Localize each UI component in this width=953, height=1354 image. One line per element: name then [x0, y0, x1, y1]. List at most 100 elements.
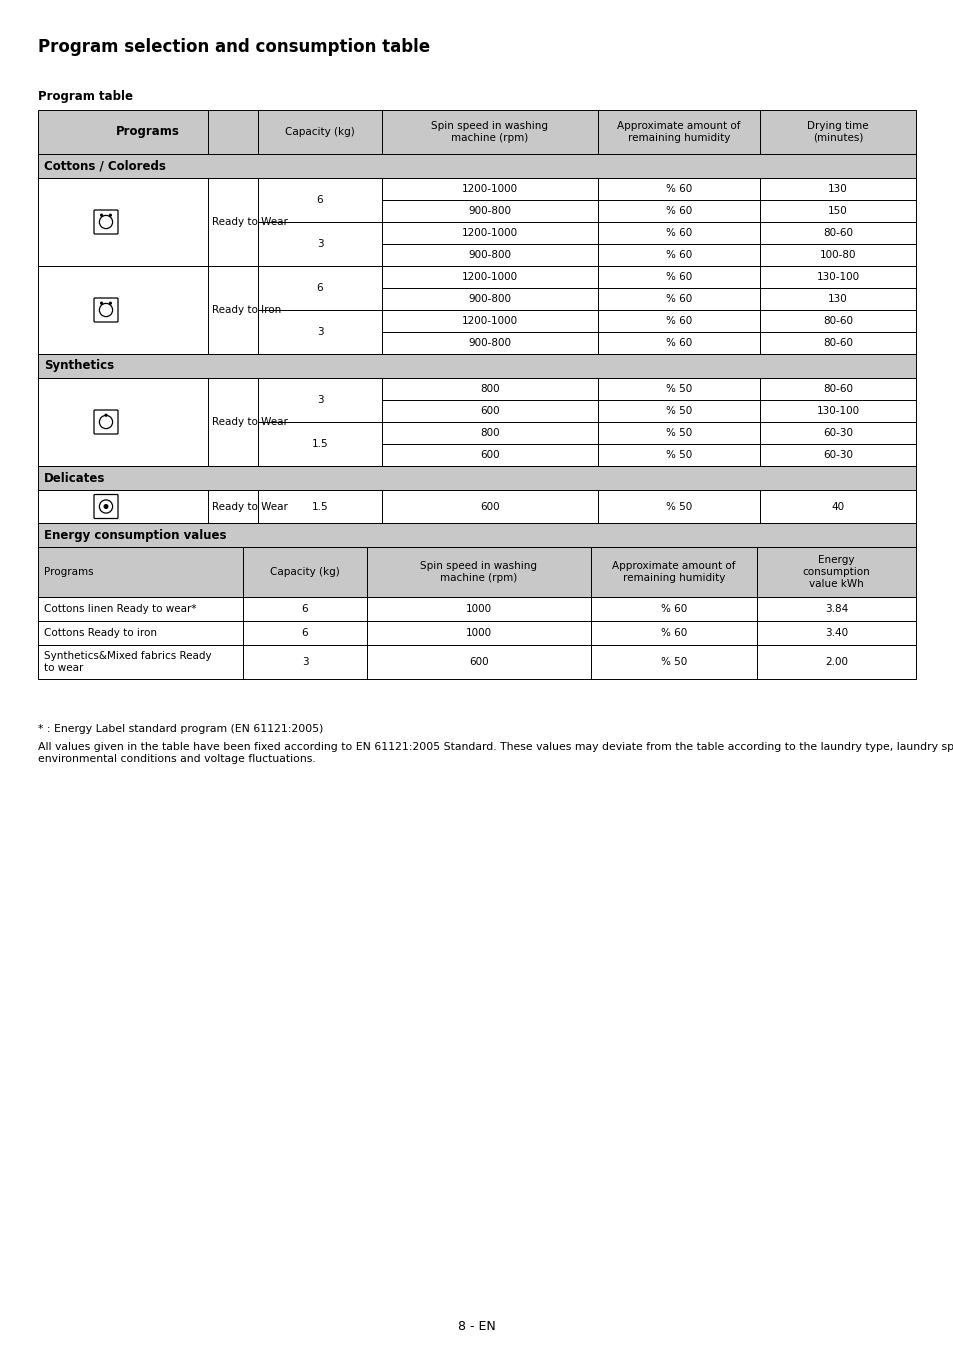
Bar	[598, 378, 760, 399]
Bar	[257, 177, 381, 222]
Bar	[381, 332, 598, 353]
Bar	[38, 645, 243, 678]
Text: 3.40: 3.40	[824, 628, 847, 638]
Bar	[257, 310, 381, 353]
Bar	[760, 110, 915, 154]
FancyBboxPatch shape	[94, 494, 118, 519]
Bar	[367, 621, 590, 645]
Bar	[38, 154, 915, 177]
Bar	[38, 265, 257, 353]
Text: 1.5: 1.5	[312, 439, 328, 450]
Bar	[38, 523, 915, 547]
Text: % 50: % 50	[665, 385, 691, 394]
Text: Delicates: Delicates	[44, 471, 105, 485]
Text: 130-100: 130-100	[816, 272, 859, 282]
Bar	[590, 621, 757, 645]
Bar	[598, 222, 760, 244]
Text: 130: 130	[827, 294, 847, 305]
Text: 6: 6	[301, 604, 308, 613]
Bar	[257, 222, 381, 265]
Bar	[381, 310, 598, 332]
Bar	[38, 110, 257, 154]
Bar	[243, 621, 367, 645]
Bar	[598, 177, 760, 200]
Text: 1.5: 1.5	[312, 501, 328, 512]
Text: 100-80: 100-80	[819, 250, 856, 260]
Bar	[598, 422, 760, 444]
Text: 1200-1000: 1200-1000	[461, 315, 517, 326]
Text: Energy
consumption
value kWh: Energy consumption value kWh	[801, 555, 869, 589]
Text: % 60: % 60	[660, 628, 686, 638]
Bar	[598, 310, 760, 332]
Text: Ready to Wear: Ready to Wear	[212, 217, 288, 227]
Bar	[257, 378, 381, 422]
Bar	[760, 444, 915, 466]
Bar	[38, 177, 257, 265]
Text: 80-60: 80-60	[822, 385, 852, 394]
Text: % 60: % 60	[665, 294, 691, 305]
Text: Synthetics: Synthetics	[44, 360, 114, 372]
FancyBboxPatch shape	[94, 210, 118, 234]
Text: Approximate amount of
remaining humidity: Approximate amount of remaining humidity	[617, 122, 740, 142]
Circle shape	[109, 302, 112, 305]
Bar	[590, 547, 757, 597]
Bar	[367, 547, 590, 597]
Text: % 60: % 60	[665, 315, 691, 326]
Bar	[38, 466, 915, 490]
Text: 600: 600	[479, 501, 499, 512]
Text: 3: 3	[316, 240, 323, 249]
Bar	[760, 378, 915, 399]
Bar	[257, 422, 381, 466]
Text: % 60: % 60	[665, 250, 691, 260]
Text: % 60: % 60	[665, 184, 691, 194]
Text: 1000: 1000	[465, 628, 492, 638]
Text: 900-800: 900-800	[468, 338, 511, 348]
Bar	[381, 244, 598, 265]
Text: All values given in the table have been fixed according to EN 61121:2005 Standar: All values given in the table have been …	[38, 742, 953, 764]
Text: 800: 800	[479, 428, 499, 437]
Bar	[760, 310, 915, 332]
Bar	[243, 597, 367, 621]
Text: Programs: Programs	[44, 567, 93, 577]
Bar	[38, 490, 257, 523]
Text: * : Energy Label standard program (EN 61121:2005): * : Energy Label standard program (EN 61…	[38, 724, 323, 734]
Bar	[243, 645, 367, 678]
Bar	[760, 399, 915, 422]
Text: 3: 3	[301, 657, 308, 668]
Text: 80-60: 80-60	[822, 338, 852, 348]
Bar	[757, 645, 915, 678]
Text: 1200-1000: 1200-1000	[461, 272, 517, 282]
Bar	[381, 444, 598, 466]
Circle shape	[100, 214, 103, 217]
Text: 1200-1000: 1200-1000	[461, 184, 517, 194]
Text: 900-800: 900-800	[468, 294, 511, 305]
Text: 3: 3	[316, 395, 323, 405]
Bar	[760, 222, 915, 244]
Bar	[590, 645, 757, 678]
Text: Energy consumption values: Energy consumption values	[44, 528, 226, 542]
Bar	[598, 244, 760, 265]
Bar	[381, 378, 598, 399]
Bar	[757, 621, 915, 645]
Text: 130-100: 130-100	[816, 406, 859, 416]
Text: 800: 800	[479, 385, 499, 394]
Bar	[598, 490, 760, 523]
Bar	[381, 110, 598, 154]
Bar	[598, 200, 760, 222]
Text: 150: 150	[827, 206, 847, 217]
Text: 3.84: 3.84	[824, 604, 847, 613]
Text: 6: 6	[301, 628, 308, 638]
Bar	[598, 332, 760, 353]
Text: % 50: % 50	[660, 657, 686, 668]
Bar	[598, 399, 760, 422]
Circle shape	[100, 302, 103, 305]
Bar	[598, 444, 760, 466]
Text: 1000: 1000	[465, 604, 492, 613]
Text: Program table: Program table	[38, 89, 132, 103]
Text: % 50: % 50	[665, 428, 691, 437]
Bar	[381, 490, 598, 523]
Text: % 60: % 60	[665, 272, 691, 282]
Text: Cottons Ready to iron: Cottons Ready to iron	[44, 628, 157, 638]
Bar	[598, 110, 760, 154]
Text: 600: 600	[479, 406, 499, 416]
